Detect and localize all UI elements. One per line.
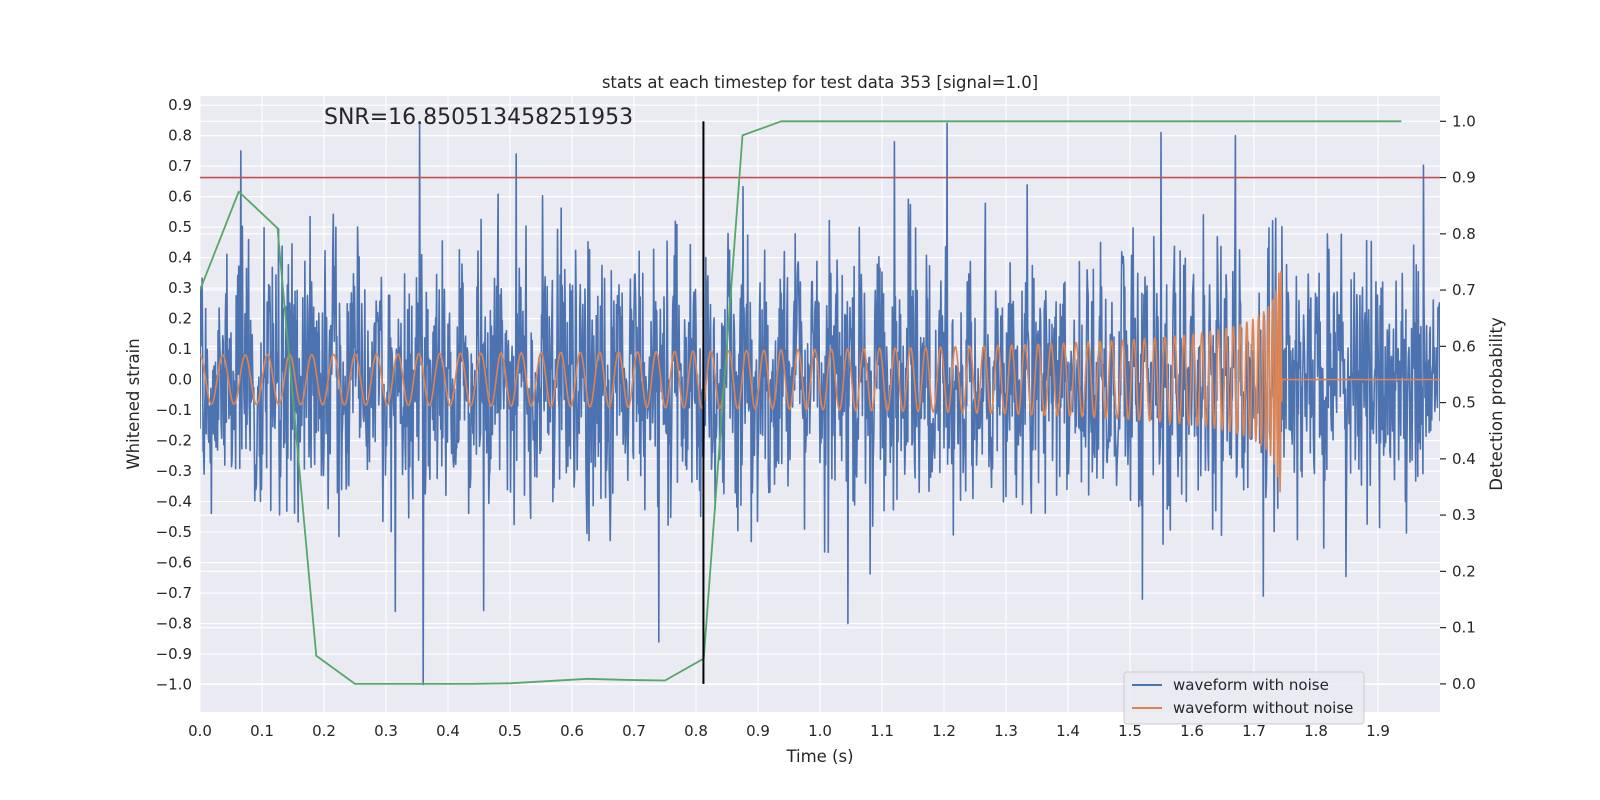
y2-tick-label: 0.1 bbox=[1452, 619, 1476, 637]
y-tick-label: −0.1 bbox=[156, 401, 192, 419]
x-tick-label: 1.9 bbox=[1366, 722, 1390, 740]
y-axis-label: Whitened strain bbox=[124, 338, 143, 469]
y-tick-label: −0.9 bbox=[156, 645, 192, 663]
y-tick-label: −0.8 bbox=[156, 615, 192, 633]
x-tick-label: 0.5 bbox=[498, 722, 522, 740]
y-tick-label: −0.2 bbox=[156, 432, 192, 450]
x-tick-label: 0.4 bbox=[436, 722, 460, 740]
y-tick-label: −1.0 bbox=[156, 676, 192, 694]
y-tick-label: 0.0 bbox=[168, 371, 192, 389]
x-tick-label: 0.8 bbox=[684, 722, 708, 740]
y-tick-label: −0.5 bbox=[156, 523, 192, 541]
y2-tick-label: 0.9 bbox=[1452, 169, 1476, 187]
series-line-probability bbox=[200, 120, 1402, 685]
chart-title: stats at each timestep for test data 353… bbox=[602, 73, 1038, 92]
legend-label-noise: waveform with noise bbox=[1173, 676, 1329, 694]
y2-axis-label: Detection probability bbox=[1487, 317, 1506, 491]
x-tick-label: 1.1 bbox=[870, 722, 894, 740]
y-tick-label: −0.3 bbox=[156, 462, 192, 480]
x-tick-label: 1.6 bbox=[1180, 722, 1204, 740]
y-tick-label: 0.2 bbox=[168, 310, 192, 328]
x-axis-label: Time (s) bbox=[785, 747, 853, 766]
x-axis-ticks: 0.0 0.1 0.2 0.3 0.4 0.5 0.6 0.7 0.8 0.9 1.0 1.1 1.2 1… bbox=[188, 722, 1390, 740]
y-tick-label: 0.5 bbox=[168, 218, 192, 236]
y2-tick-label: 0.4 bbox=[1452, 450, 1476, 468]
legend-label-clean: waveform without noise bbox=[1173, 699, 1353, 717]
y2-tick-label: 0.6 bbox=[1452, 337, 1476, 355]
y2-tick-label: 0.0 bbox=[1452, 675, 1476, 693]
x-tick-label: 1.8 bbox=[1304, 722, 1328, 740]
y2-tick-label: 1.0 bbox=[1452, 112, 1476, 130]
y2-axis-ticks: 1.0 0.9 0.8 0.7 0.6 0.5 0.4 0.3 0.2 0.1 0.0 bbox=[1440, 112, 1476, 693]
y2-tick-label: 0.5 bbox=[1452, 394, 1476, 412]
x-tick-label: 0.2 bbox=[312, 722, 336, 740]
x-tick-label: 0.3 bbox=[374, 722, 398, 740]
y-tick-label: 0.1 bbox=[168, 340, 192, 358]
y-tick-label: 0.3 bbox=[168, 279, 192, 297]
x-tick-label: 0.1 bbox=[250, 722, 274, 740]
x-tick-label: 1.7 bbox=[1242, 722, 1266, 740]
y-tick-label: −0.7 bbox=[156, 584, 192, 602]
series-line-clean bbox=[200, 270, 1440, 493]
x-tick-label: 1.2 bbox=[932, 722, 956, 740]
y-tick-label: 0.7 bbox=[168, 157, 192, 175]
x-tick-label: 1.4 bbox=[1056, 722, 1080, 740]
y-tick-label: 0.4 bbox=[168, 249, 192, 267]
y-tick-label: 0.8 bbox=[168, 127, 192, 145]
x-tick-label: 0.7 bbox=[622, 722, 646, 740]
x-tick-label: 1.5 bbox=[1118, 722, 1142, 740]
series-line-noise bbox=[200, 122, 1440, 686]
y2-tick-label: 0.3 bbox=[1452, 506, 1476, 524]
x-tick-label: 1.3 bbox=[994, 722, 1018, 740]
legend: waveform with noise waveform without noi… bbox=[1123, 671, 1365, 725]
y2-tick-label: 0.8 bbox=[1452, 225, 1476, 243]
legend-box bbox=[1123, 671, 1365, 725]
y2-tick-label: 0.7 bbox=[1452, 281, 1476, 299]
y-tick-label: −0.4 bbox=[156, 493, 192, 511]
x-tick-label: 0.9 bbox=[746, 722, 770, 740]
y-tick-label: 0.6 bbox=[168, 188, 192, 206]
snr-annotation: SNR=16.850513458251953 bbox=[324, 105, 633, 130]
y-tick-label: 0.9 bbox=[168, 96, 192, 114]
y2-tick-label: 0.2 bbox=[1452, 562, 1476, 580]
x-tick-label: 0.0 bbox=[188, 722, 212, 740]
y-axis-ticks: 0.9 0.8 0.7 0.6 0.5 0.4 0.3 0.2 0.1 0.0 −0.1 −0.2 −0… bbox=[156, 96, 192, 693]
y-tick-label: −0.6 bbox=[156, 554, 192, 572]
x-tick-label: 0.6 bbox=[560, 722, 584, 740]
x-tick-label: 1.0 bbox=[808, 722, 832, 740]
